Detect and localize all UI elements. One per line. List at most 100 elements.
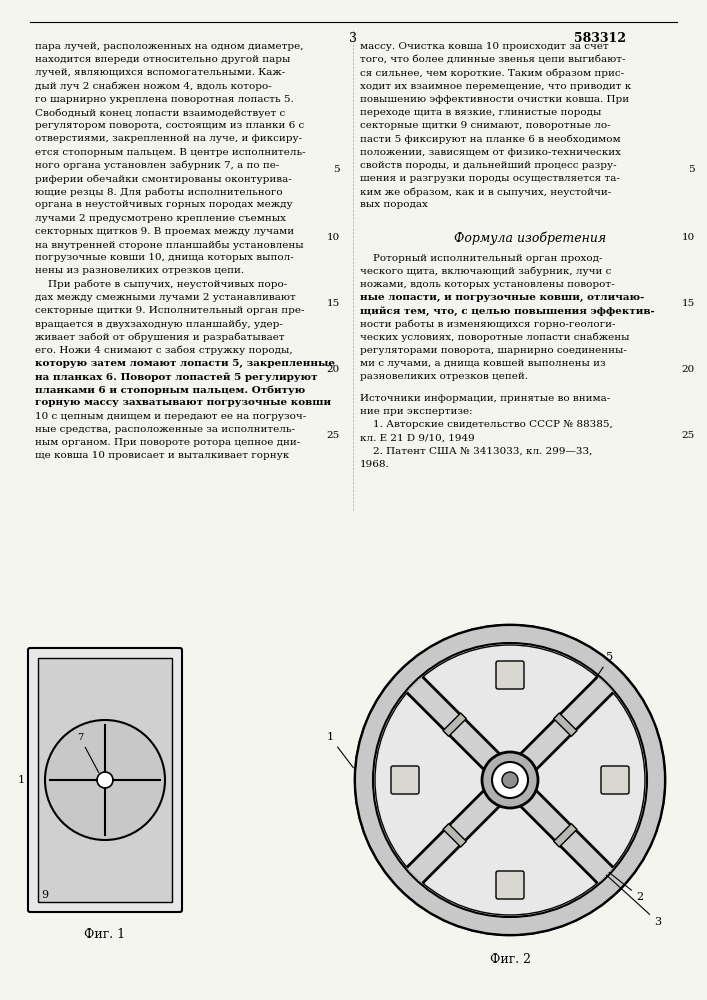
Text: 10: 10 (682, 232, 695, 241)
Text: планками 6 и стопорным пальцем. Отбитую: планками 6 и стопорным пальцем. Отбитую (35, 385, 305, 395)
Wedge shape (423, 798, 597, 915)
Text: 7: 7 (77, 733, 99, 773)
Text: ческого щита, включающий забурник, лучи с: ческого щита, включающий забурник, лучи … (360, 267, 612, 276)
Wedge shape (528, 693, 645, 867)
Circle shape (355, 625, 665, 935)
Text: Свободный конец лопасти взаимодействует с: Свободный конец лопасти взаимодействует … (35, 108, 285, 117)
Text: ходит их взаимное перемещение, что приводит к: ходит их взаимное перемещение, что приво… (360, 82, 631, 91)
Text: го шарнирно укреплена поворотная лопасть 5.: го шарнирно укреплена поворотная лопасть… (35, 95, 293, 104)
Text: 1: 1 (18, 775, 25, 785)
Text: 3: 3 (349, 32, 357, 45)
Text: 15: 15 (327, 298, 340, 308)
Text: положении, зависящем от физико-технических: положении, зависящем от физико-техническ… (360, 148, 621, 157)
Text: дах между смежными лучами 2 устанавливают: дах между смежными лучами 2 устанавливаю… (35, 293, 296, 302)
Text: ные средства, расположенные за исполнитель-: ные средства, расположенные за исполните… (35, 425, 295, 434)
Polygon shape (554, 713, 577, 736)
FancyBboxPatch shape (601, 766, 629, 794)
Text: 1968.: 1968. (360, 460, 390, 469)
Text: лучами 2 предусмотрено крепление съемных: лучами 2 предусмотрено крепление съемных (35, 214, 286, 223)
Text: ется стопорным пальцем. В центре исполнитель-: ется стопорным пальцем. В центре исполни… (35, 148, 305, 157)
Text: При работе в сыпучих, неустойчивых поро-: При работе в сыпучих, неустойчивых поро- (35, 280, 287, 289)
Text: нены из разновеликих отрезков цепи.: нены из разновеликих отрезков цепи. (35, 266, 244, 275)
Text: ности работы в изменяющихся горно-геологи-: ности работы в изменяющихся горно-геолог… (360, 320, 616, 329)
Polygon shape (554, 824, 577, 847)
Text: 2: 2 (579, 849, 643, 902)
Text: секторные щитки 9 снимают, поворотные ло-: секторные щитки 9 снимают, поворотные ло… (360, 121, 611, 130)
Text: ми с лучами, а днища ковшей выполнены из: ми с лучами, а днища ковшей выполнены из (360, 359, 606, 368)
Text: Источники информации, принятые во внима-: Источники информации, принятые во внима- (360, 394, 610, 403)
Text: 5: 5 (689, 165, 695, 174)
Text: горную массу захватывают погрузочные ковши: горную массу захватывают погрузочные ков… (35, 398, 331, 407)
Text: 9: 9 (42, 890, 49, 900)
Polygon shape (443, 824, 467, 847)
Text: свойств породы, и дальнейший процесс разру-: свойств породы, и дальнейший процесс раз… (360, 161, 617, 170)
Text: 1. Авторские свидетельство СССР № 88385,: 1. Авторские свидетельство СССР № 88385, (360, 420, 613, 429)
Text: дый луч 2 снабжен ножом 4, вдоль которо-: дый луч 2 снабжен ножом 4, вдоль которо- (35, 82, 271, 91)
Text: переходе щита в вязкие, глинистые породы: переходе щита в вязкие, глинистые породы (360, 108, 602, 117)
Text: погрузочные ковши 10, днища которых выпол-: погрузочные ковши 10, днища которых выпо… (35, 253, 293, 262)
FancyBboxPatch shape (496, 871, 524, 899)
Circle shape (502, 772, 518, 788)
Text: его. Ножи 4 снимают с забоя стружку породы,: его. Ножи 4 снимают с забоя стружку поро… (35, 346, 293, 355)
Text: 20: 20 (327, 364, 340, 373)
FancyBboxPatch shape (28, 648, 182, 912)
Text: шения и разгрузки породы осуществляется та-: шения и разгрузки породы осуществляется … (360, 174, 620, 183)
Text: ножами, вдоль которых установлены поворот-: ножами, вдоль которых установлены поворо… (360, 280, 614, 289)
Text: органа в неустойчивых горных породах между: органа в неустойчивых горных породах меж… (35, 200, 293, 209)
Text: ные лопасти, и погрузочные ковши, отличаю-: ные лопасти, и погрузочные ковши, отлича… (360, 293, 644, 302)
Text: на планках 6. Поворот лопастей 5 регулируют: на планках 6. Поворот лопастей 5 регулир… (35, 372, 317, 381)
Text: лучей, являющихся вспомогательными. Каж-: лучей, являющихся вспомогательными. Каж- (35, 68, 285, 77)
Text: 25: 25 (682, 430, 695, 440)
Text: регулятором поворота, состоящим из планки 6 с: регулятором поворота, состоящим из планк… (35, 121, 304, 130)
Text: отверстиями, закрепленной на луче, и фиксиру-: отверстиями, закрепленной на луче, и фик… (35, 134, 302, 143)
Text: вращается в двухзаходную планшайбу, удер-: вращается в двухзаходную планшайбу, удер… (35, 319, 283, 329)
Text: 15: 15 (682, 298, 695, 308)
Text: Роторный исполнительный орган проход-: Роторный исполнительный орган проход- (360, 254, 602, 263)
Text: 2. Патент США № 3413033, кл. 299—33,: 2. Патент США № 3413033, кл. 299—33, (360, 446, 592, 455)
Wedge shape (423, 645, 597, 762)
Text: секторные щитки 9. Исполнительный орган пре-: секторные щитки 9. Исполнительный орган … (35, 306, 305, 315)
FancyBboxPatch shape (391, 766, 419, 794)
Circle shape (492, 762, 528, 798)
Text: вых породах: вых породах (360, 200, 428, 209)
Text: ще ковша 10 провисает и выталкивает горнук: ще ковша 10 провисает и выталкивает горн… (35, 451, 289, 460)
Text: регуляторами поворота, шарнирно соединенны-: регуляторами поворота, шарнирно соединен… (360, 346, 627, 355)
Text: ким же образом, как и в сыпучих, неустойчи-: ким же образом, как и в сыпучих, неустой… (360, 187, 612, 197)
Text: 1: 1 (327, 732, 354, 768)
Circle shape (97, 772, 113, 788)
Text: находится впереди относительно другой пары: находится впереди относительно другой па… (35, 55, 291, 64)
Text: живает забой от обрушения и разрабатывает: живает забой от обрушения и разрабатывае… (35, 332, 285, 342)
Text: ного органа установлен забурник 7, а по пе-: ного органа установлен забурник 7, а по … (35, 161, 279, 170)
Text: кл. Е 21 D 9/10, 1949: кл. Е 21 D 9/10, 1949 (360, 433, 474, 442)
Text: массу. Очистка ковша 10 происходит за счет: массу. Очистка ковша 10 происходит за сч… (360, 42, 609, 51)
Text: повышению эффективности очистки ковша. При: повышению эффективности очистки ковша. П… (360, 95, 629, 104)
Text: ческих условиях, поворотные лопасти снабжены: ческих условиях, поворотные лопасти снаб… (360, 333, 629, 342)
FancyBboxPatch shape (496, 661, 524, 689)
Text: Фиг. 2: Фиг. 2 (489, 953, 530, 966)
Text: пара лучей, расположенных на одном диаметре,: пара лучей, расположенных на одном диаме… (35, 42, 303, 51)
Circle shape (45, 720, 165, 840)
Text: 25: 25 (327, 430, 340, 440)
Text: которую затем ломают лопасти 5, закрепленные: которую затем ломают лопасти 5, закрепле… (35, 359, 335, 368)
Text: того, что более длинные звенья цепи выгибают-: того, что более длинные звенья цепи выги… (360, 55, 626, 64)
Text: секторных щитков 9. В проемах между лучами: секторных щитков 9. В проемах между луча… (35, 227, 294, 236)
Bar (38, 658, 172, 902)
Text: ся сильнее, чем короткие. Таким образом прис-: ся сильнее, чем короткие. Таким образом … (360, 68, 624, 78)
Wedge shape (375, 693, 491, 867)
Text: 3: 3 (593, 863, 662, 927)
Circle shape (482, 752, 538, 808)
Polygon shape (443, 713, 467, 736)
Text: 20: 20 (682, 364, 695, 373)
Text: разновеликих отрезков цепей.: разновеликих отрезков цепей. (360, 372, 528, 381)
Text: риферии обечайки смонтированы оконтурива-: риферии обечайки смонтированы оконтурива… (35, 174, 292, 184)
Text: ние при экспертизе:: ние при экспертизе: (360, 407, 472, 416)
Text: 5: 5 (564, 652, 614, 725)
Text: 10: 10 (327, 232, 340, 241)
Text: щийся тем, что, с целью повышения эффектив-: щийся тем, что, с целью повышения эффект… (360, 306, 655, 316)
Text: пасти 5 фиксируют на планке 6 в необходимом: пасти 5 фиксируют на планке 6 в необходи… (360, 134, 621, 144)
Text: 10 с цепным днищем и передают ее на погрузоч-: 10 с цепным днищем и передают ее на погр… (35, 412, 306, 421)
Text: ющие резцы 8. Для работы исполнительного: ющие резцы 8. Для работы исполнительного (35, 187, 283, 197)
Text: 583312: 583312 (574, 32, 626, 45)
Text: на внутренней стороне планшайбы установлены: на внутренней стороне планшайбы установл… (35, 240, 303, 249)
Text: 5: 5 (334, 165, 340, 174)
